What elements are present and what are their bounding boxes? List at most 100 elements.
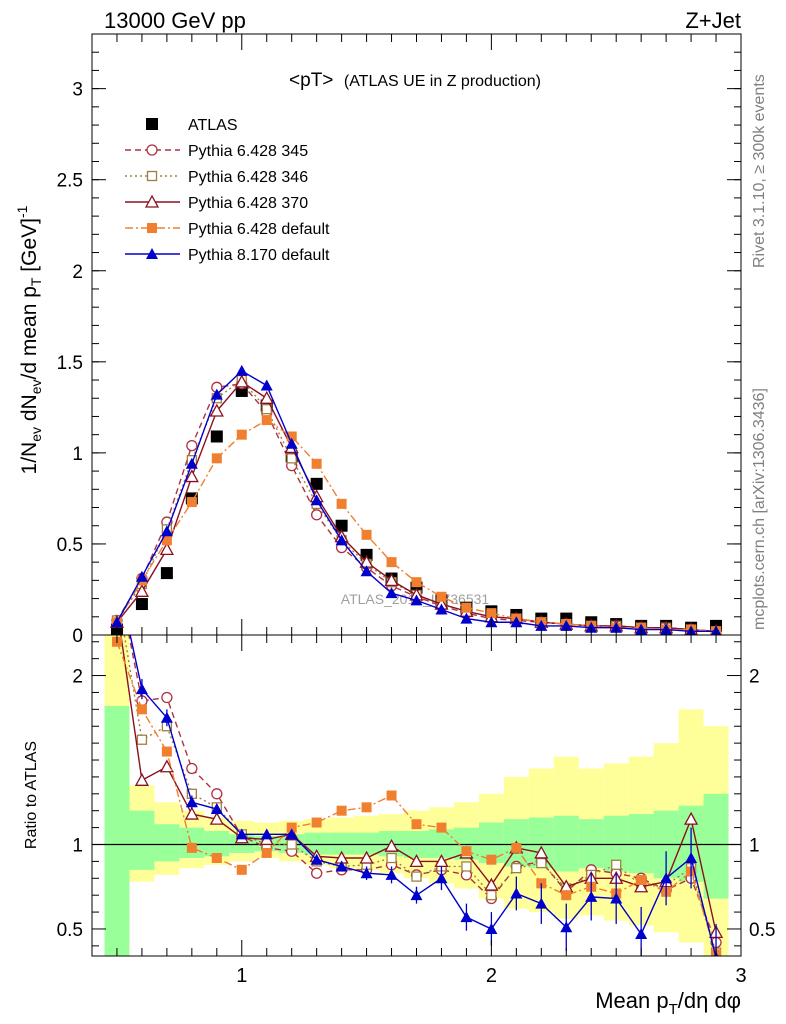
main-point <box>236 429 247 440</box>
main-point <box>361 529 372 540</box>
ratio-point <box>112 587 121 596</box>
ratio-point <box>186 842 197 853</box>
main-ylabel: 1/Nev dNev/d mean pT [GeV]-1 <box>14 205 44 474</box>
main-point <box>260 379 273 391</box>
ratio-point <box>434 854 449 868</box>
ratio-series-layer <box>111 568 724 956</box>
ratio-point <box>134 772 150 786</box>
ratio-point <box>635 928 648 940</box>
main-point <box>486 608 497 619</box>
ratio-band-green <box>204 830 230 857</box>
main-point <box>386 557 397 568</box>
ratio-frame: 0.5 1 2 0.5 1 2 1 2 3 <box>57 634 775 987</box>
main-series-layer <box>109 364 723 635</box>
main-point <box>360 565 373 577</box>
main-point <box>160 567 173 580</box>
y-tick-label: 2 <box>72 667 83 688</box>
x-axis-label: Mean pT/dη dφ <box>595 988 741 1018</box>
ratio-band-green <box>628 814 654 874</box>
main-point <box>510 616 523 628</box>
header-right: Z+Jet <box>685 8 741 33</box>
main-point <box>310 494 323 506</box>
ratio-point <box>286 822 297 833</box>
ratio-point <box>485 922 498 934</box>
ratio-point <box>359 850 374 864</box>
ratio-point <box>136 734 148 745</box>
ratio-point <box>261 847 272 858</box>
main-point <box>210 430 223 443</box>
legend-marker <box>144 194 160 208</box>
main-point <box>185 457 198 469</box>
main-point <box>311 458 322 469</box>
ratio-point <box>460 911 473 923</box>
ratio-point <box>534 845 549 859</box>
ratio-point <box>311 817 322 828</box>
main-point <box>160 525 173 537</box>
legend-marker <box>146 144 158 156</box>
ratio-point <box>585 890 598 902</box>
y-tick-label: 0.5 <box>57 535 83 556</box>
y-tick-label: 1 <box>72 835 83 856</box>
ratio-point <box>683 811 699 825</box>
main-point <box>385 587 398 599</box>
plot-title-sub: (ATLAS UE in Z production) <box>344 73 541 90</box>
main-point <box>285 437 298 449</box>
main-point <box>335 534 348 546</box>
y-tick-label: 1 <box>72 444 83 465</box>
y-tick-label: 0.5 <box>57 920 83 941</box>
main-point <box>261 415 272 426</box>
x-tick-label: 2 <box>486 965 497 987</box>
main-point <box>209 403 224 417</box>
ratio-point <box>211 788 223 800</box>
y-tick-label: 2.5 <box>57 171 83 192</box>
main-point <box>159 542 174 556</box>
ratio-point <box>560 921 573 933</box>
main-point <box>335 519 348 532</box>
ratio-point <box>159 759 174 773</box>
ratio-point <box>186 762 198 775</box>
y-tick-label: 3 <box>72 80 83 101</box>
plot-title: <pT> (ATLAS UE in Z production) <box>289 70 541 91</box>
header-left: 13000 GeV pp <box>104 8 246 33</box>
ratio-band-green <box>154 824 180 862</box>
ratio-point <box>386 852 397 864</box>
main-point <box>461 602 472 613</box>
ratio-point <box>484 877 499 891</box>
ratio-band-green <box>354 832 380 855</box>
ratio-point <box>360 867 373 879</box>
ratio-point <box>184 806 199 820</box>
ratio-point <box>486 854 497 865</box>
ratio-point <box>411 871 422 882</box>
ratio-point <box>660 872 673 884</box>
ratio-point <box>461 861 472 872</box>
ratio-point <box>510 887 523 899</box>
main-point <box>460 612 473 624</box>
ratio-ylabel: Ratio to ATLAS <box>23 741 40 849</box>
legend-label: Pythia 6.428 345 <box>188 143 308 160</box>
main-point <box>184 469 199 483</box>
legend-entry-0: ATLAS <box>146 117 238 134</box>
x-tick-label: 3 <box>735 965 746 987</box>
main-point <box>286 431 297 442</box>
y-tick-label-right: 1 <box>749 835 760 856</box>
main-point <box>560 619 573 631</box>
main-point <box>410 594 423 606</box>
ratio-point <box>536 857 547 869</box>
ratio-point <box>111 568 123 579</box>
main-point <box>261 404 272 415</box>
plot-title-main: <pT> <box>289 70 333 91</box>
ratio-point <box>409 854 424 868</box>
main-point <box>311 509 323 521</box>
ratio-point <box>211 853 222 864</box>
main-point <box>186 497 197 508</box>
main-point <box>259 390 274 404</box>
ratio-point <box>386 790 397 801</box>
ratio-band-green <box>703 793 729 899</box>
ratio-point <box>209 811 224 825</box>
ratio-band-green <box>578 819 604 869</box>
main-point <box>134 583 150 597</box>
ratio-band-green <box>179 827 205 859</box>
main-series-5 <box>110 364 722 635</box>
ratio-point <box>385 868 398 880</box>
legend-entry-4: Pythia 6.428 default <box>125 221 330 238</box>
